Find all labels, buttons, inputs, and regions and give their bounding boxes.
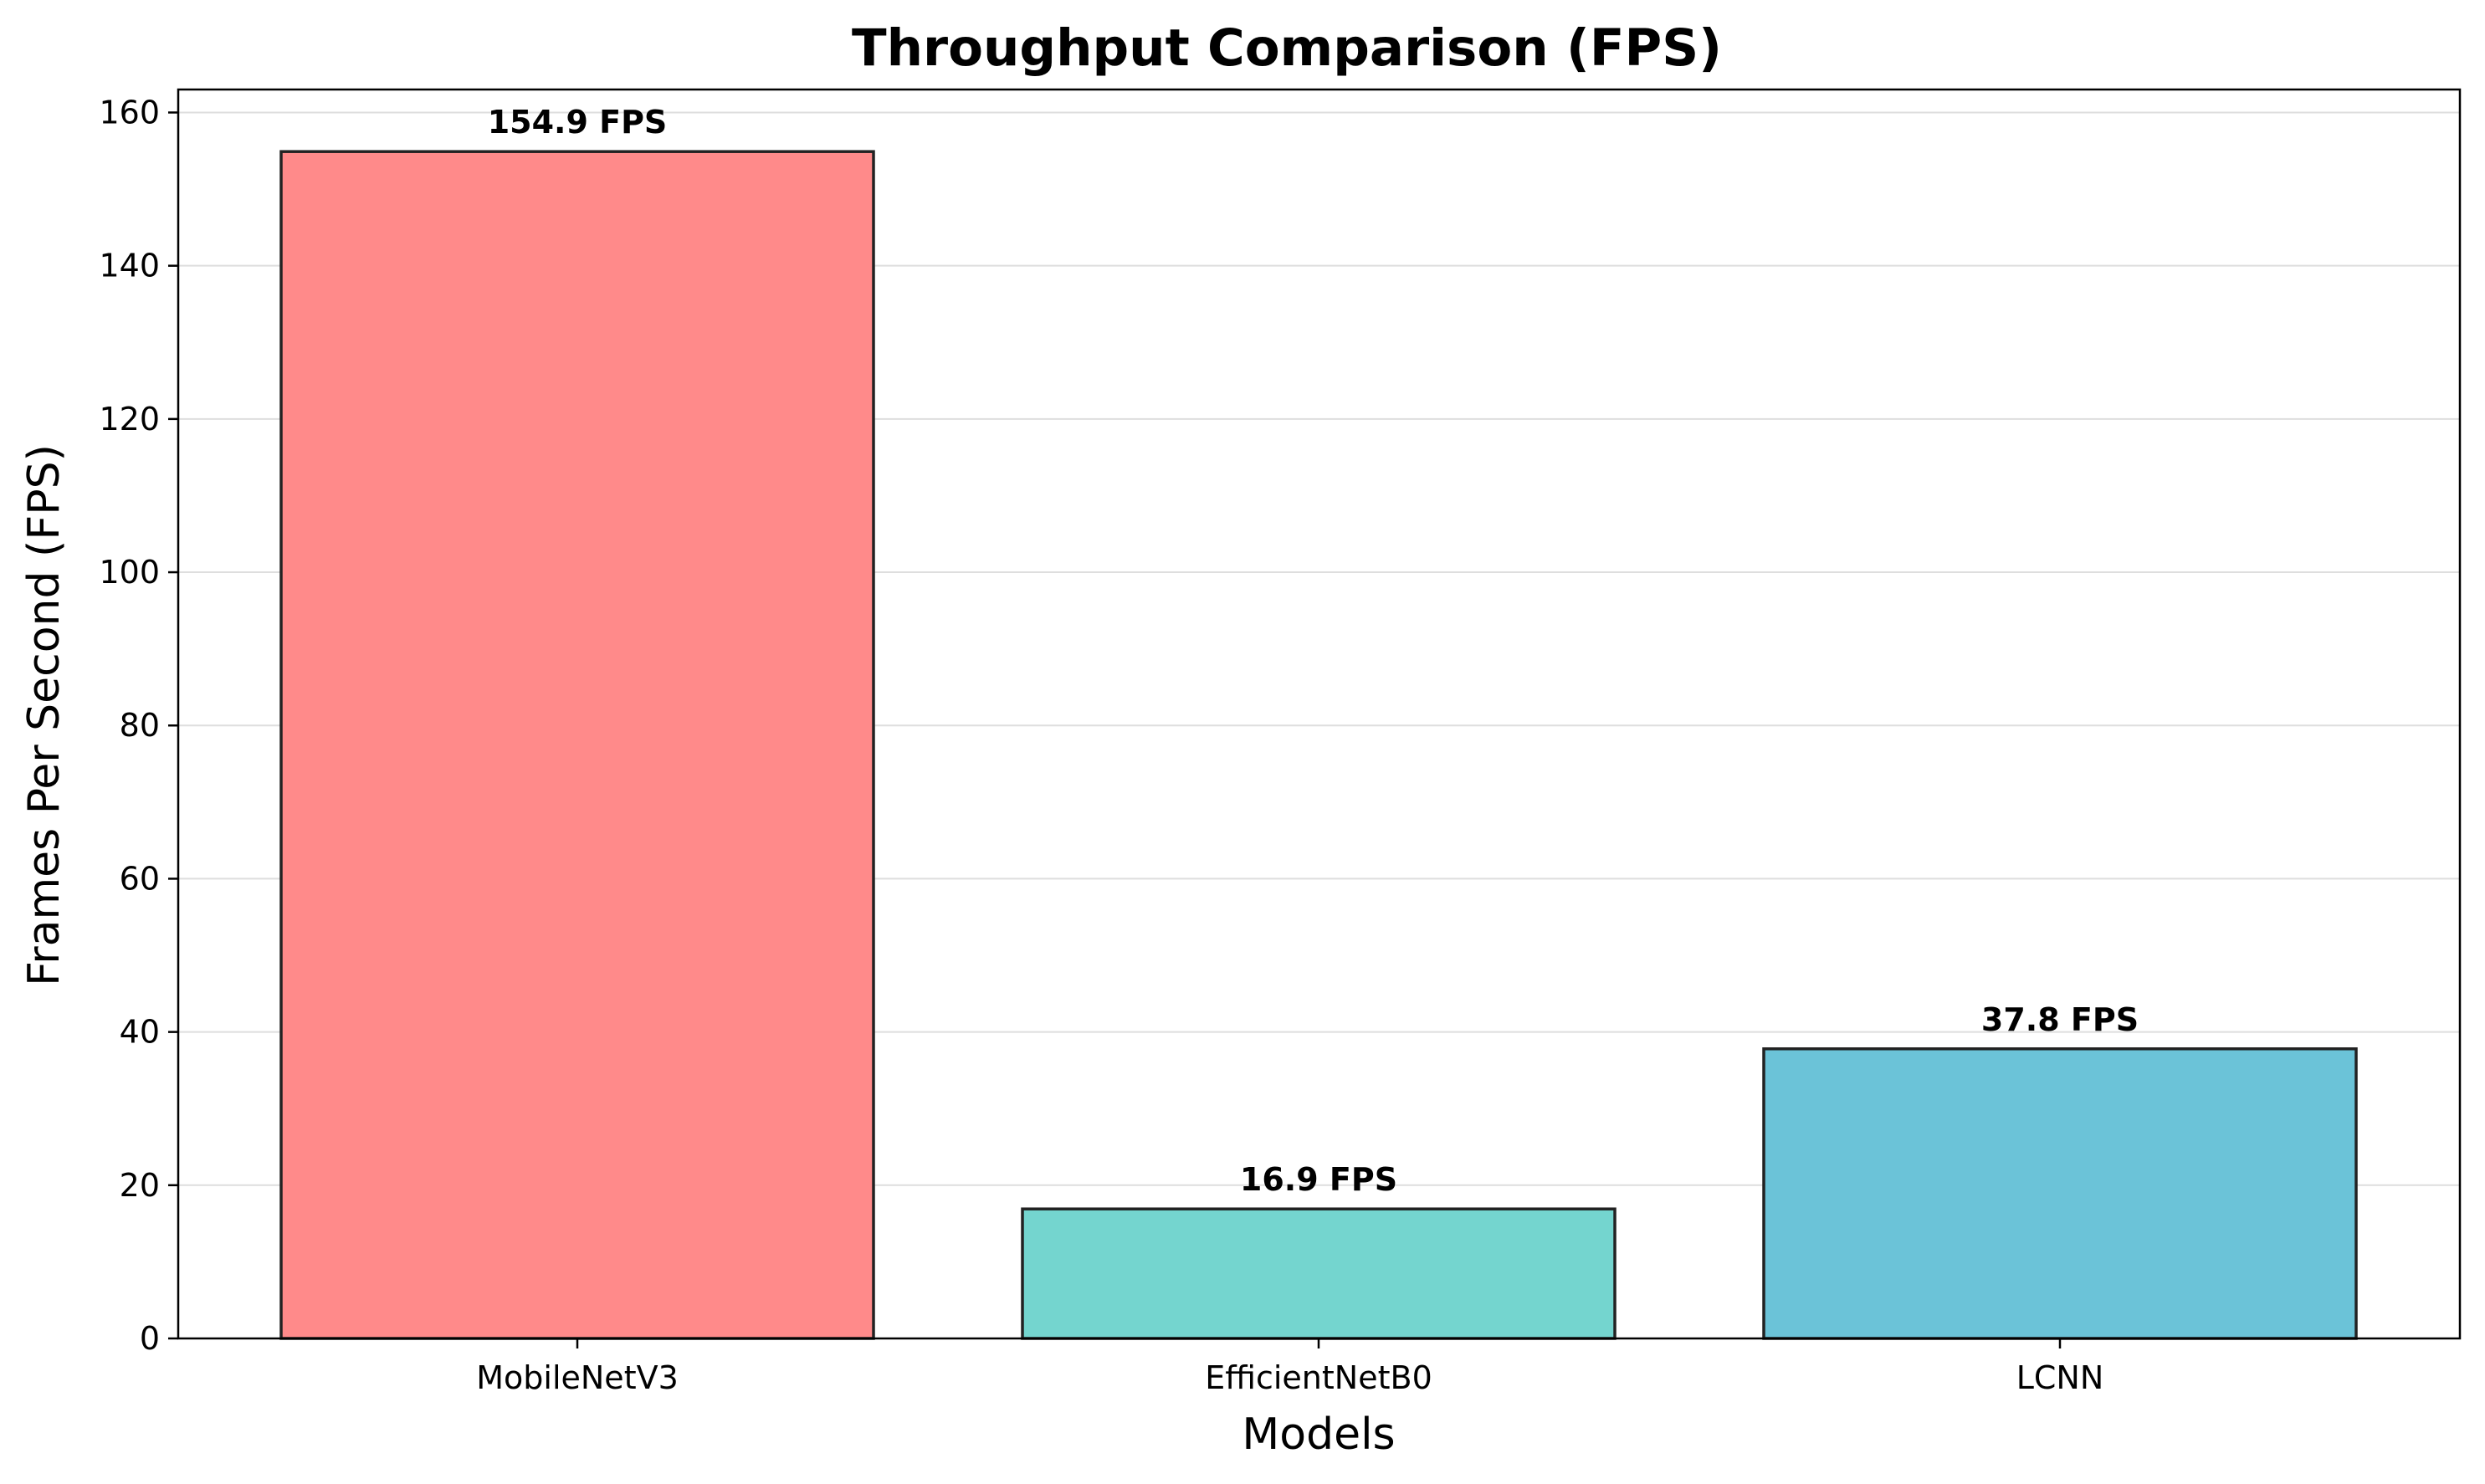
bars bbox=[279, 150, 2358, 1340]
y-tick-label: 80 bbox=[120, 707, 160, 744]
x-axis-ticks: MobileNetV3 EfficientNetB0 LCNN bbox=[476, 1338, 2103, 1396]
data-label: 16.9 FPS bbox=[1240, 1161, 1397, 1198]
y-tick-label: 160 bbox=[99, 94, 160, 130]
y-tick-label: 100 bbox=[99, 554, 160, 591]
y-tick-label: 0 bbox=[140, 1320, 160, 1357]
data-label: 154.9 FPS bbox=[488, 104, 668, 141]
y-tick-label: 140 bbox=[99, 248, 160, 284]
data-label: 37.8 FPS bbox=[1981, 1001, 2139, 1038]
y-tick-label: 60 bbox=[120, 860, 160, 897]
x-tick-label: LCNN bbox=[2016, 1359, 2104, 1396]
chart-title: Throughput Comparison (FPS) bbox=[852, 18, 1722, 78]
data-labels: 154.9 FPS 16.9 FPS 37.8 FPS bbox=[488, 104, 2139, 1198]
x-axis-label: Models bbox=[1242, 1410, 1395, 1460]
y-tick-label: 40 bbox=[120, 1014, 160, 1051]
bar-efficientnetb0 bbox=[1021, 1207, 1617, 1340]
y-tick-label: 20 bbox=[120, 1167, 160, 1204]
bar-mobilenetv3 bbox=[279, 150, 875, 1340]
x-tick-label: MobileNetV3 bbox=[476, 1359, 679, 1396]
y-tick-label: 120 bbox=[99, 401, 160, 438]
x-tick-label: EfficientNetB0 bbox=[1205, 1359, 1432, 1396]
bar-lcnn bbox=[1762, 1047, 2358, 1340]
y-axis-label: Frames Per Second (FPS) bbox=[19, 444, 69, 986]
y-axis-ticks: 0 20 40 60 80 100 120 140 160 bbox=[99, 94, 178, 1357]
